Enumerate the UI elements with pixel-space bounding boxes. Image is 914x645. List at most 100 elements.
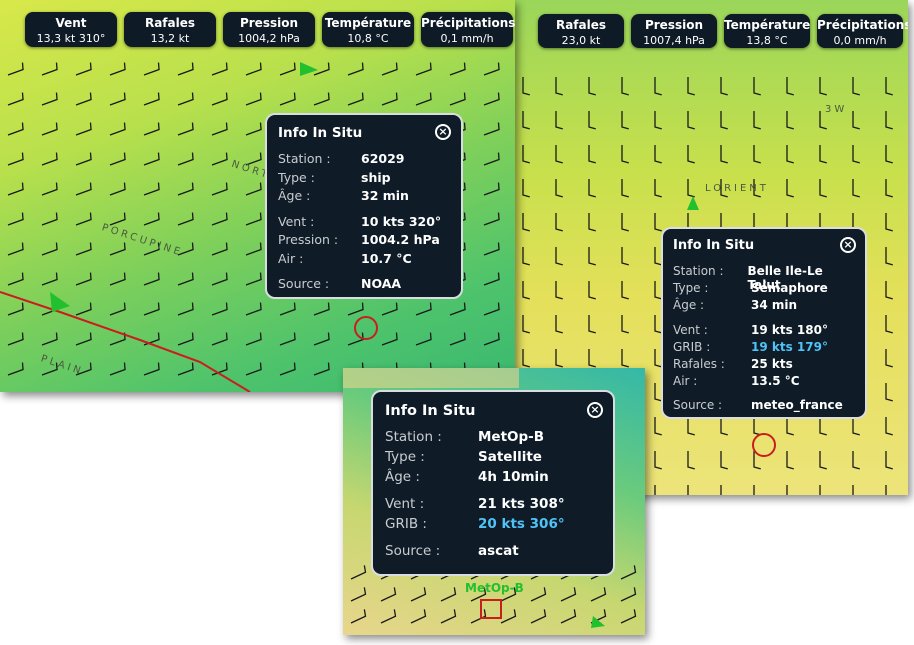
wind-barb: [245, 122, 262, 136]
wind-barb: [852, 451, 860, 470]
wind-barb: [588, 213, 596, 232]
wind-barb: [75, 242, 92, 256]
land: [343, 368, 519, 388]
row-label: Source :: [385, 543, 441, 559]
row-value: Satellite: [478, 449, 542, 465]
wind-barb: [415, 92, 432, 106]
wind-barb: [177, 332, 194, 346]
wind-barb: [75, 272, 92, 286]
toolbar-pill[interactable]: Pression 1007,4 hPa: [631, 14, 717, 48]
wind-barb: [313, 332, 330, 346]
wind-barb: [819, 145, 827, 164]
popup-row: Âge : 32 min: [278, 188, 450, 207]
wind-barb: [109, 152, 126, 166]
wind-barb: [211, 332, 228, 346]
wind-barb: [381, 332, 398, 346]
wind-barb: [449, 62, 466, 76]
pill-value: 13,2 kt: [150, 32, 190, 45]
row-value: 32 min: [361, 188, 409, 203]
wind-barb: [143, 62, 160, 76]
wind-barb: [786, 179, 794, 198]
wind-barb: [143, 362, 160, 376]
wind-barb: [654, 485, 656, 495]
pill-value: 13,8 °C: [746, 34, 788, 47]
wind-barb: [852, 145, 860, 164]
wind-barb: [555, 145, 563, 164]
arrow: [50, 292, 70, 312]
wind-barb: [654, 111, 662, 130]
wind-barb: [245, 152, 262, 166]
row-value: 13.5 °C: [751, 374, 800, 389]
wind-barb: [654, 281, 662, 300]
wind-barb: [885, 349, 893, 368]
toolbar-pill[interactable]: Température 10,8 °C: [322, 12, 414, 47]
wind-barb: [654, 451, 662, 470]
wind-barb: [483, 152, 500, 166]
wind-barb: [687, 179, 695, 198]
wind-barb: [75, 302, 92, 316]
row-label: Vent :: [673, 322, 708, 337]
wind-barb: [7, 182, 24, 196]
wind-barb: [621, 111, 629, 130]
popup-group: Vent : 10 kts 320° Pression : 1004.2 hPa Air…: [278, 214, 450, 270]
popup-title: Info In Situ: [385, 403, 476, 419]
wind-barb: [279, 332, 296, 346]
toolbar-pill[interactable]: Précipitations 0,1 mm/h: [421, 12, 515, 47]
wind-barb: [590, 587, 607, 602]
wind-barb: [530, 609, 547, 624]
wind-barb: [687, 417, 695, 436]
wind-barb: [41, 152, 58, 166]
wind-barb: [350, 609, 367, 624]
popup-row: Vent : 10 kts 320°: [278, 214, 450, 233]
row-label: Source :: [278, 276, 330, 291]
row-label: Source :: [673, 398, 723, 413]
popup-title: Info In Situ: [278, 125, 363, 141]
popup-row: Âge : 34 min: [673, 298, 855, 315]
toolbar-pill[interactable]: Précipitations 0,0 mm/h: [817, 14, 908, 48]
wind-barb: [109, 272, 126, 286]
close-button[interactable]: ×: [435, 124, 451, 140]
toolbar-pill[interactable]: Rafales 23,0 kt: [538, 14, 624, 48]
wind-barb: [819, 111, 827, 130]
wind-barb: [279, 302, 296, 316]
wind-barb: [885, 315, 893, 334]
map-label: MetOp-B: [465, 581, 524, 595]
toolbar-pill[interactable]: Pression 1004,2 hPa: [223, 12, 315, 47]
wind-barb: [621, 349, 629, 368]
toolbar-pill[interactable]: Vent 13,3 kt 310°: [25, 12, 117, 47]
pill-value: 0,0 mm/h: [833, 34, 887, 47]
wind-barb: [177, 152, 194, 166]
pill-label: Précipitations: [817, 18, 908, 32]
close-button[interactable]: ×: [587, 402, 603, 418]
popup-row: Station : Belle Ile-Le Talut: [673, 264, 855, 292]
wind-barb: [753, 145, 761, 164]
popup-row: Station : MetOp-B: [385, 429, 601, 449]
wind-barb: [620, 609, 637, 624]
toolbar-pill[interactable]: Rafales 13,2 kt: [124, 12, 216, 47]
pill-value: 10,8 °C: [347, 32, 389, 45]
wind-barb: [75, 182, 92, 196]
wind-barb: [753, 451, 761, 470]
row-label: Air :: [673, 374, 698, 389]
wind-barb: [7, 92, 24, 106]
row-value: NOAA: [361, 276, 402, 291]
wind-barb: [885, 383, 893, 402]
map-label: LORIENT: [705, 183, 769, 194]
row-label: Air :: [278, 250, 304, 266]
map-panel: MetOp-B Info In Situ × Station : MetOp-B Type…: [343, 368, 645, 635]
popup-group: Source : meteo_france: [673, 398, 855, 415]
toolbar-pill[interactable]: Température 13,8 °C: [724, 14, 810, 48]
wind-barb: [530, 587, 547, 602]
row-label: Vent :: [278, 213, 315, 229]
wind-barb: [415, 302, 432, 316]
wind-barb: [621, 77, 629, 96]
wind-barb: [555, 247, 563, 266]
popup-row: Source : NOAA: [278, 276, 450, 295]
wind-barb: [885, 111, 893, 130]
wind-barb: [885, 247, 893, 266]
popup-row: Type : Satellite: [385, 449, 601, 469]
close-button[interactable]: ×: [840, 237, 856, 253]
wind-barb: [588, 145, 596, 164]
wind-barb: [211, 182, 228, 196]
wind-barb: [41, 62, 58, 76]
